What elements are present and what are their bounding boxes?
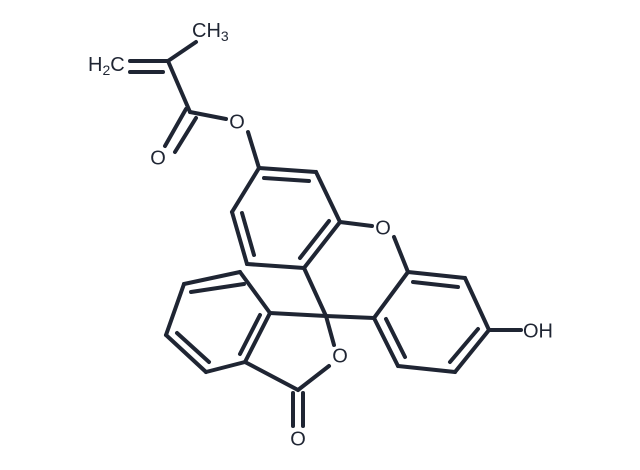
label-subscript: 2 [102,62,110,78]
atom-label: OH [523,320,553,342]
atom-label: O [150,147,166,169]
atom-label: O [229,111,245,133]
label-part: CH [192,20,221,42]
methyl-label: CH3 [192,20,229,43]
methylene-label: H2C [88,54,125,77]
label-part: H [88,54,102,76]
atom-label: O [375,217,391,239]
label-subscript: 3 [221,28,229,44]
atom-label: O [332,345,348,367]
atom-label: O [290,428,306,450]
label-part: C [110,54,124,76]
bonds [128,40,523,428]
